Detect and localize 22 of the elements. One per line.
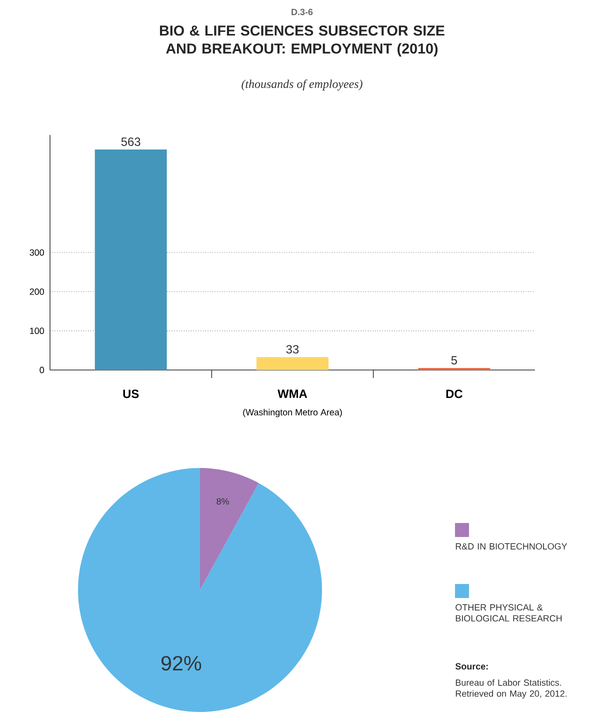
chart-title: BIO & LIFE SCIENCES SUBSECTOR SIZE AND BREAKOUT: EMPLOYMENT (2010) [160, 26, 444, 56]
bar [94, 149, 167, 370]
data-label: 563 [121, 138, 140, 146]
text: Bureau of Labor Statistics. Retrieved on May 20, 2012. [456, 679, 566, 699]
data-label: 5 [451, 356, 457, 365]
x-tick-label: US [123, 390, 139, 398]
x-tick-label: WMA [278, 390, 308, 398]
y-tick-label: 100 [30, 328, 44, 334]
x-tick-label: DC [446, 390, 462, 398]
y-tick-label: 300 [30, 249, 44, 256]
y-tick-label: 0 [40, 366, 44, 374]
text: D.3-6 [292, 8, 313, 16]
legend-label: OTHER PHYSICAL & BIOLOGICAL RESEARCH [456, 604, 562, 622]
text: (Washington Metro Area) [243, 408, 342, 418]
data-label: 33 [286, 345, 299, 354]
bar [256, 357, 328, 370]
data-label: 92% [161, 656, 202, 671]
y-tick-label: 200 [30, 288, 44, 295]
legend-label: R&D IN BIOTECHNOLOGY [456, 543, 568, 550]
data-label: 8% [216, 498, 229, 505]
source-note: Source: [455, 663, 488, 670]
chart-subtitle: (thousands of employees) [242, 79, 362, 90]
